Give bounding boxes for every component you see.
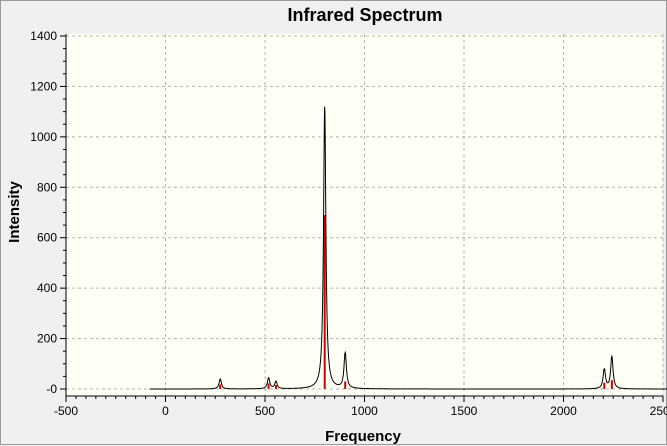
stick-spectrum	[219, 215, 613, 389]
y-tick-label: 1200	[30, 79, 57, 93]
y-tick-label: 1400	[30, 29, 57, 43]
spectrum-line	[149, 106, 667, 390]
x-axis-title: Frequency	[325, 428, 402, 445]
x-tick-label: 1000	[351, 404, 378, 418]
y-tick-label: 600	[37, 231, 57, 245]
y-tick-label: -0	[46, 382, 57, 396]
y-tick-label: 1000	[30, 130, 57, 144]
x-axis-ticks: -500 0 500 1000 1500 2000 2500	[54, 396, 667, 418]
y-tick-label: 200	[37, 332, 57, 346]
x-tick-label: 1500	[451, 404, 478, 418]
y-axis-title: Intensity	[6, 181, 23, 243]
y-tick-label: 400	[37, 281, 57, 295]
x-tick-label: -500	[54, 404, 78, 418]
y-axis-ticks: -0 200 400 600 800 1000 1200 1400	[30, 29, 66, 396]
x-tick-label: 0	[162, 404, 169, 418]
y-tick-label: 800	[37, 180, 57, 194]
x-tick-label: 2500	[650, 404, 667, 418]
x-tick-label: 2000	[550, 404, 577, 418]
chart-title: Infrared Spectrum	[287, 5, 442, 25]
x-tick-label: 500	[255, 404, 275, 418]
